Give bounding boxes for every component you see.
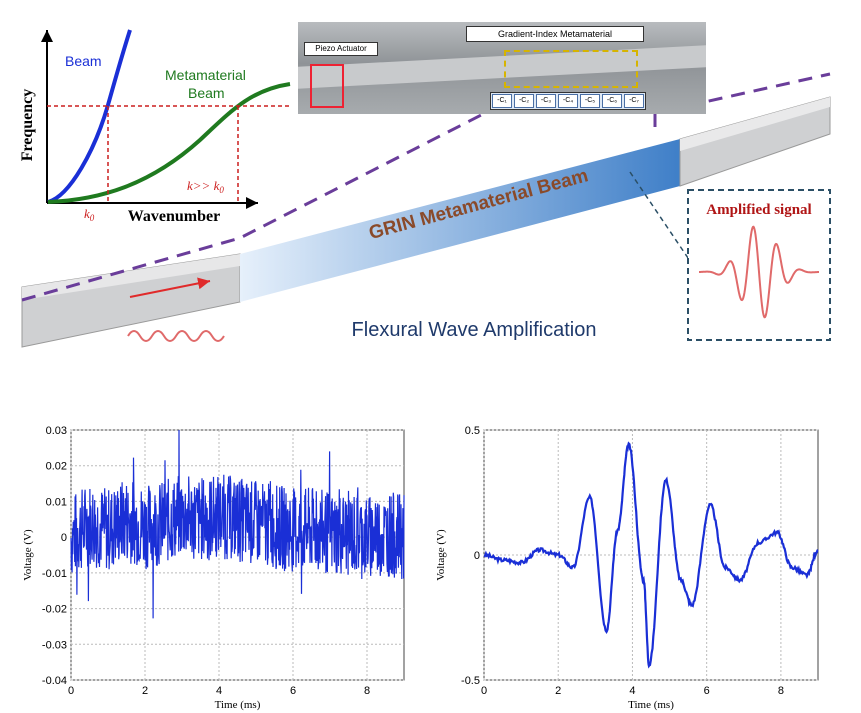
metamaterial-curve [47, 82, 291, 204]
grin-segment [240, 139, 680, 302]
x-tick-label: 8 [364, 685, 370, 697]
y-tick-label: -0.5 [461, 675, 480, 687]
cell-label: -C₂ [514, 94, 534, 108]
beam-curve [47, 29, 132, 204]
k0-label: k0 [84, 206, 95, 223]
x-tick-label: 2 [555, 685, 561, 697]
y-tick-label: -0.04 [42, 675, 67, 687]
y-axis-label: Voltage (V) [22, 529, 34, 581]
y-tick-label: 0.03 [46, 425, 67, 437]
actuator-marker [310, 64, 344, 108]
series-line [483, 441, 819, 669]
series-line [70, 429, 405, 619]
x-tick-label: 4 [629, 685, 635, 697]
chart-noise: 0 2 4 6 8 0.03 0.02 0.01 0 -0.01 -0.02 -0.03 -0.04 Ti… [22, 425, 405, 711]
photo-title: Gradient-Index Metamaterial [466, 26, 644, 42]
k-label: k>> k0 [187, 178, 224, 195]
frequency-axis-label: Frequency [19, 89, 36, 162]
x-axis-label: Time (ms) [628, 699, 674, 711]
x-axis-label: Time (ms) [215, 699, 261, 711]
cell-label: -C₄ [558, 94, 578, 108]
y-tick-label: 0.02 [46, 461, 67, 473]
cell-label: -C₁ [492, 94, 512, 108]
cell-label: -C₆ [602, 94, 622, 108]
metamaterial-label-1: Metamaterial [165, 67, 246, 83]
beam-photo: Gradient-Index Metamaterial Piezo Actuat… [298, 22, 706, 114]
y-tick-label: 0 [61, 532, 67, 544]
metamaterial-label-2: Beam [188, 85, 225, 101]
y-tick-label: -0.02 [42, 604, 67, 616]
y-axis-label: Voltage (V) [435, 529, 447, 581]
y-tick-label: 0.01 [46, 496, 67, 508]
wavenumber-axis-label: Wavenumber [128, 208, 220, 225]
wave-direction-arrow [129, 277, 211, 298]
x-tick-label: 0 [481, 685, 487, 697]
y-tick-label: 0.5 [465, 425, 480, 437]
y-tick-label: -0.01 [42, 568, 67, 580]
y-tick-label: 0 [474, 550, 480, 562]
x-tick-label: 2 [142, 685, 148, 697]
x-tick-label: 0 [68, 685, 74, 697]
cell-label: -C₃ [536, 94, 556, 108]
amplified-signal-label: Amplified signal [706, 202, 811, 218]
amplified-wave [699, 225, 819, 319]
dashed-guide [21, 106, 496, 302]
cell-row: -C₁ -C₂ -C₃ -C₄ -C₅ -C₆ -C₇ [490, 92, 646, 110]
plot-frame [483, 429, 819, 681]
x-tick-label: 6 [704, 685, 710, 697]
actuator-label: Piezo Actuator [304, 42, 378, 56]
x-tick-label: 4 [216, 685, 222, 697]
metamaterial-marker [504, 50, 638, 88]
x-tick-label: 6 [290, 685, 296, 697]
y-tick-label: -0.03 [42, 639, 67, 651]
x-tick-label: 8 [778, 685, 784, 697]
beam-strip [21, 96, 831, 348]
dispersion-inset [41, 29, 291, 209]
cell-label: -C₅ [580, 94, 600, 108]
incident-wave [127, 330, 225, 342]
diagram-title: Flexural Wave Amplification [352, 319, 597, 341]
cell-label: -C₇ [624, 94, 644, 108]
beam-label: Beam [65, 53, 102, 69]
